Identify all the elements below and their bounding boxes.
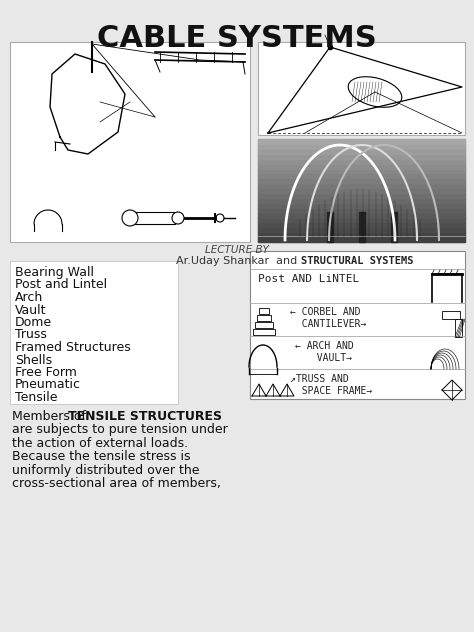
Bar [258,164,465,169]
Text: ← CORBEL AND: ← CORBEL AND [290,307,361,317]
Text: CABLE SYSTEMS: CABLE SYSTEMS [97,24,377,53]
FancyBboxPatch shape [250,251,465,399]
Text: Members of: Members of [12,410,90,423]
Bar [130,212,175,224]
Circle shape [122,210,138,226]
Bar [258,183,465,188]
Bar [455,319,462,337]
Text: Framed Structures: Framed Structures [15,341,131,354]
Text: VAULT→: VAULT→ [305,353,352,363]
Bar [391,212,397,242]
Bar [442,311,460,319]
Text: are subjects to pure tension under: are subjects to pure tension under [12,423,228,437]
Bar [258,227,465,232]
Text: Dome: Dome [15,316,52,329]
Bar [258,139,465,144]
Text: CANTILEVER→: CANTILEVER→ [290,319,366,329]
Text: STRUCTURAL SYSTEMS: STRUCTURAL SYSTEMS [301,256,413,266]
Text: ← ARCH AND: ← ARCH AND [295,341,354,351]
Text: Post and Lintel: Post and Lintel [15,279,107,291]
Text: Bearing Wall: Bearing Wall [15,266,94,279]
Text: Post AND LiNTEL: Post AND LiNTEL [258,274,359,284]
Circle shape [216,214,224,222]
Text: the action of external loads.: the action of external loads. [12,437,188,450]
Text: cross-sectional area of members,: cross-sectional area of members, [12,478,221,490]
Bar [258,198,465,203]
Bar [258,232,465,237]
Bar [258,159,465,164]
Text: Ar.Uday Shankar  and: Ar.Uday Shankar and [176,256,298,266]
Circle shape [172,212,184,224]
Text: Arch: Arch [15,291,43,304]
Bar [258,144,465,149]
Bar [258,203,465,208]
Bar [359,212,365,242]
Ellipse shape [348,76,402,107]
Text: Free Form: Free Form [15,366,77,379]
Bar [258,154,465,159]
FancyBboxPatch shape [258,139,465,242]
Bar [258,222,465,228]
Bar [258,168,465,173]
Text: Truss: Truss [15,329,47,341]
Text: Vault: Vault [15,303,46,317]
FancyBboxPatch shape [258,42,465,135]
Bar [327,212,333,242]
Text: Tensile: Tensile [15,391,57,404]
Bar [258,217,465,222]
Bar [258,178,465,183]
Bar [258,237,465,242]
Bar [258,212,465,217]
Text: Because the tensile stress is: Because the tensile stress is [12,451,191,463]
Text: uniformly distributed over the: uniformly distributed over the [12,464,200,477]
Bar [258,207,465,212]
Text: ↗TRUSS AND: ↗TRUSS AND [290,374,349,384]
Bar [259,308,269,314]
Text: Shells: Shells [15,353,52,367]
Text: Pneumatic: Pneumatic [15,379,81,391]
Bar [258,149,465,154]
Bar [253,329,275,335]
Bar [255,322,273,328]
FancyBboxPatch shape [10,261,178,404]
FancyBboxPatch shape [10,42,250,242]
Text: SPACE FRAME→: SPACE FRAME→ [290,386,372,396]
Bar [258,193,465,198]
Text: LECTURE BY: LECTURE BY [205,245,269,255]
Bar [258,188,465,193]
Bar [258,173,465,178]
Bar [257,315,271,321]
Text: TENSILE STRUCTURES: TENSILE STRUCTURES [68,410,222,423]
